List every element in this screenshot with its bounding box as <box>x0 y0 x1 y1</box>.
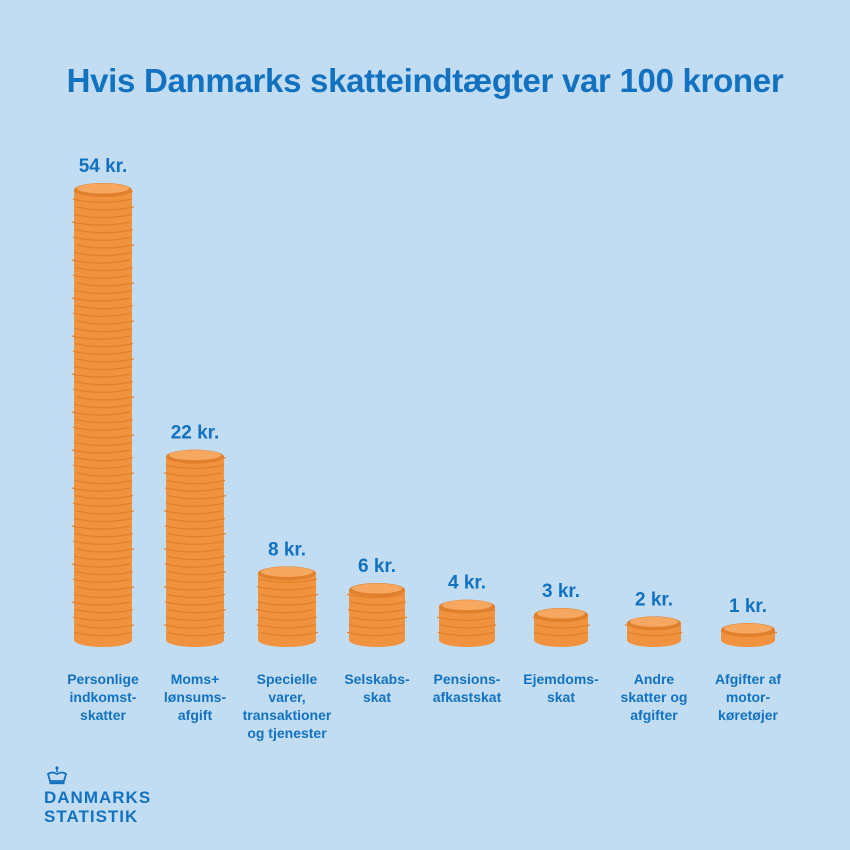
value-label: 2 kr. <box>635 589 673 610</box>
value-label: 3 kr. <box>542 581 580 602</box>
coin-stack <box>71 183 135 647</box>
coin-stack <box>624 616 683 647</box>
value-label: 1 kr. <box>729 596 767 617</box>
value-label: 22 kr. <box>171 423 220 444</box>
coin-stack <box>436 599 497 647</box>
category-label: Afgifter af motor- køretøjer <box>714 671 782 723</box>
category-label: Selskabs- skat <box>344 671 410 705</box>
value-label: 6 kr. <box>358 556 396 577</box>
value-label: 54 kr. <box>79 156 128 177</box>
category-label: Personlige indkomst- skatter <box>67 671 139 723</box>
category-label: Moms+ lønsums- afgift <box>163 671 227 723</box>
value-label: 8 kr. <box>268 539 306 560</box>
category-label: Specielle varer, transaktioner og tjenes… <box>242 671 332 741</box>
coin-stack <box>346 583 408 647</box>
category-label: Ejemdoms- skat <box>523 671 599 705</box>
chart-title: Hvis Danmarks skatteindtægter var 100 kr… <box>66 62 784 99</box>
coin-stack <box>255 566 319 647</box>
logo-line-1: DANMARKS <box>44 788 152 807</box>
crown-icon <box>46 766 68 785</box>
value-label: 4 kr. <box>448 573 486 594</box>
coin-stack <box>721 623 778 647</box>
coin-stack <box>163 449 227 647</box>
category-label: Andre skatter og afgifter <box>620 671 688 723</box>
category-label: Pensions- afkastskat <box>432 671 502 705</box>
danmarks-statistik-logo: DANMARKS STATISTIK <box>44 766 151 826</box>
logo-line-2: STATISTIK <box>44 807 139 826</box>
coin-stack <box>532 608 591 647</box>
